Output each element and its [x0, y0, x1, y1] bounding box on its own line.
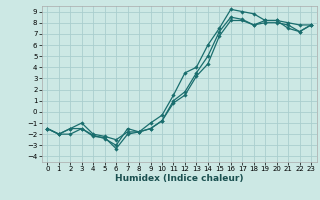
X-axis label: Humidex (Indice chaleur): Humidex (Indice chaleur) [115, 174, 244, 183]
